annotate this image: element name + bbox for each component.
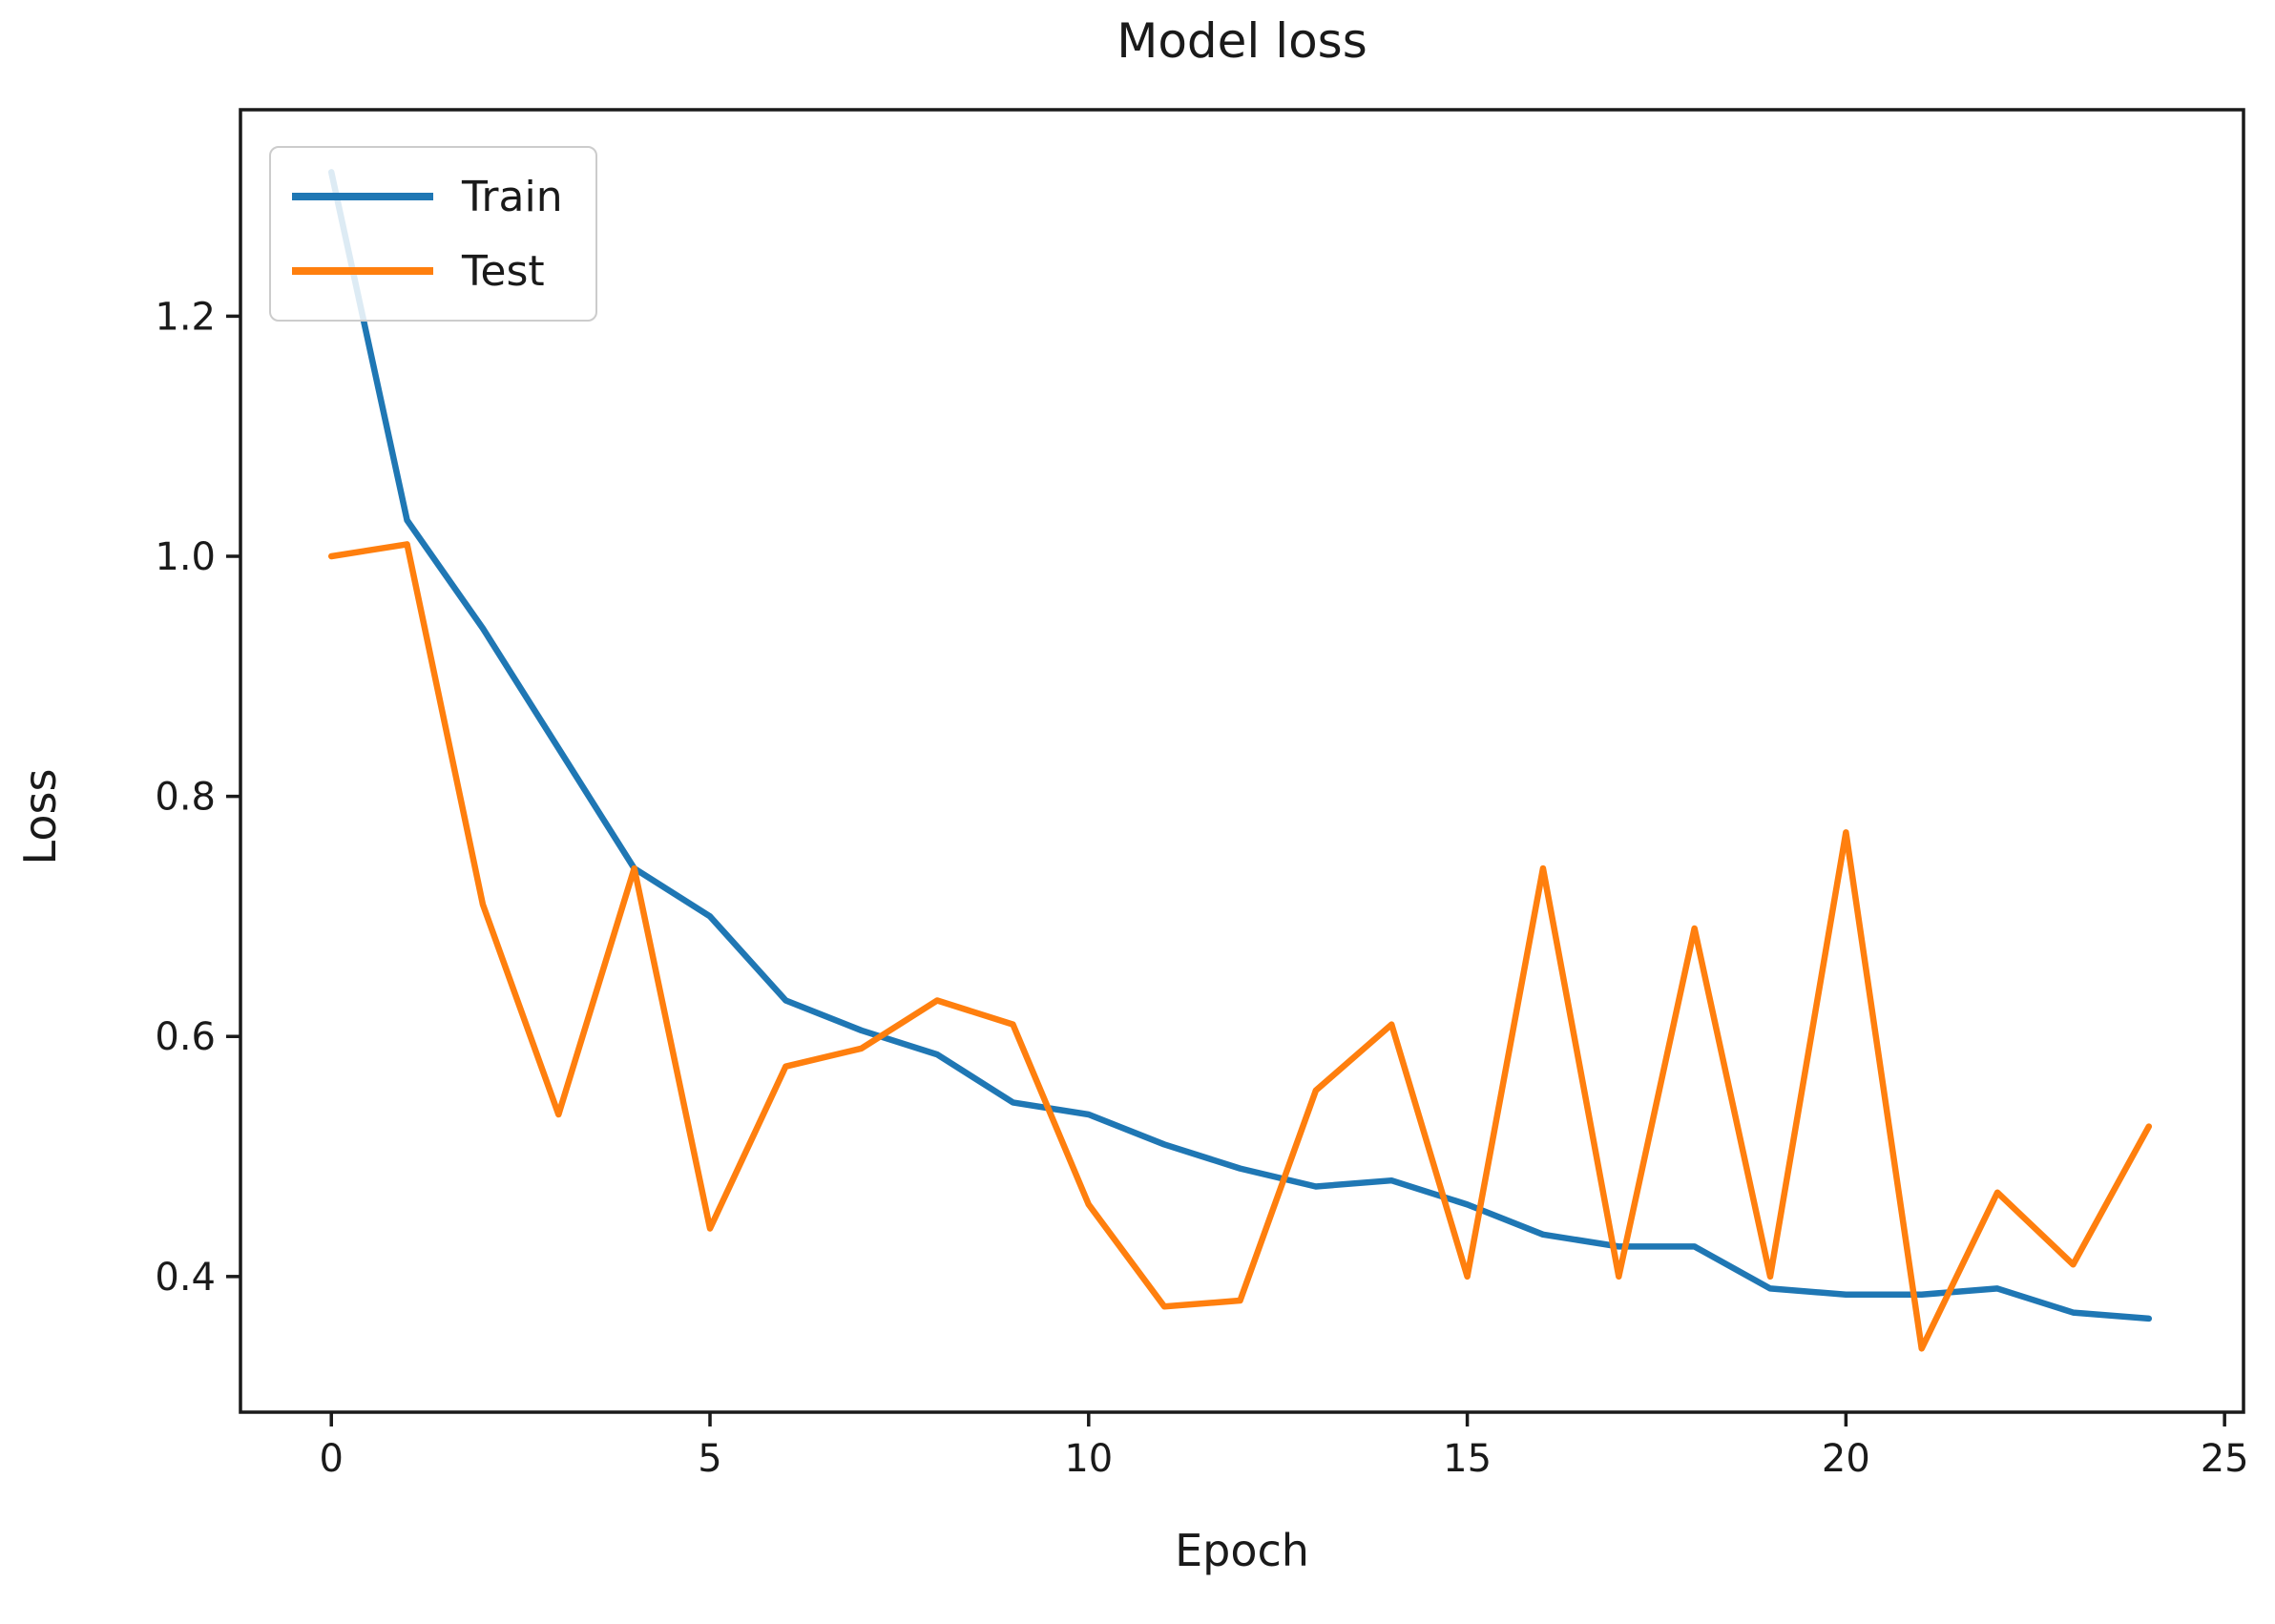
- x-tick-label: 20: [1822, 1437, 1870, 1481]
- plot-area: 0 5 10 15 20 25 0.4 0.6 0.8 1.0 1.2: [155, 108, 2249, 1481]
- legend-label-train: Train: [462, 172, 563, 221]
- chart-title: Model loss: [1117, 13, 1367, 69]
- x-tick-label: 25: [2201, 1437, 2249, 1481]
- y-tick-label: 0.4: [155, 1256, 216, 1300]
- train-series-line: [327, 169, 2153, 1322]
- x-tick-label: 0: [320, 1437, 344, 1481]
- x-tick-label: 15: [1443, 1437, 1492, 1481]
- y-tick-label: 0.8: [155, 776, 216, 820]
- plot-border: [239, 108, 2245, 1414]
- y-tick-label: 1.2: [155, 295, 216, 339]
- legend-item-test: Test: [292, 241, 563, 301]
- y-tick-label: 1.0: [155, 535, 216, 579]
- test-series-line: [327, 541, 2153, 1352]
- train-line-swatch: [292, 193, 433, 200]
- test-line-swatch: [292, 267, 433, 275]
- legend-label-test: Test: [462, 246, 545, 296]
- x-axis-label: Epoch: [1175, 1525, 1309, 1576]
- x-tick-label: 5: [698, 1437, 721, 1481]
- y-tick-label: 0.6: [155, 1015, 216, 1059]
- legend-item-train: Train: [292, 167, 563, 226]
- x-tick-label: 10: [1064, 1437, 1113, 1481]
- legend: Train Test: [269, 146, 597, 322]
- y-axis-label: Loss: [14, 768, 66, 865]
